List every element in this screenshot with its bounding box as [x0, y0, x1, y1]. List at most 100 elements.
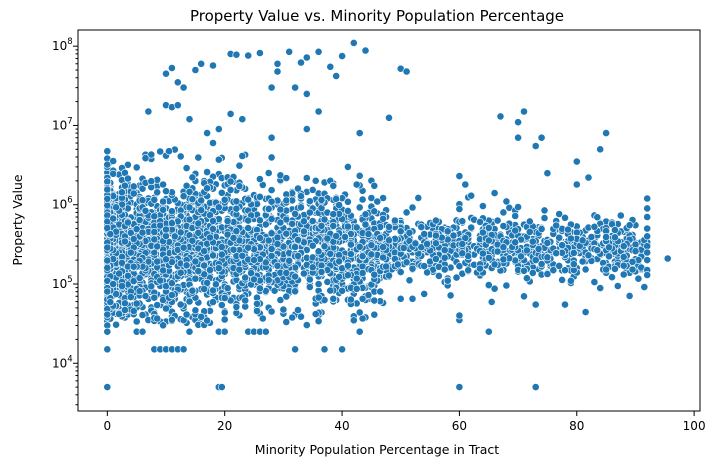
- data-point: [109, 280, 118, 288]
- data-point: [264, 204, 273, 213]
- data-point: [311, 176, 320, 185]
- data-point: [431, 239, 440, 248]
- data-point: [431, 231, 440, 240]
- data-point: [302, 53, 311, 62]
- data-point: [124, 174, 132, 183]
- data-point: [255, 284, 264, 293]
- data-point: [279, 305, 288, 314]
- data-point: [455, 383, 464, 391]
- data-point: [217, 188, 226, 197]
- data-point: [299, 217, 308, 226]
- data-point: [109, 214, 118, 223]
- data-point: [358, 252, 367, 261]
- data-point: [176, 300, 185, 309]
- data-point: [129, 182, 138, 191]
- data-point: [467, 191, 476, 200]
- data-point: [323, 234, 332, 243]
- data-point: [197, 312, 206, 321]
- data-point: [352, 274, 361, 283]
- data-point: [367, 250, 376, 259]
- data-point: [220, 315, 229, 324]
- data-point: [625, 221, 634, 230]
- data-point: [581, 308, 590, 316]
- data-point: [379, 243, 387, 251]
- x-tick-label: 40: [334, 419, 349, 433]
- data-point: [499, 243, 508, 252]
- data-point: [153, 257, 162, 266]
- data-point: [402, 208, 411, 217]
- data-point: [367, 241, 376, 250]
- data-point: [118, 282, 126, 290]
- data-point: [203, 129, 211, 137]
- data-point: [311, 310, 320, 318]
- chart-title: Property Value vs. Minority Population P…: [190, 7, 564, 25]
- data-point: [179, 83, 188, 92]
- data-point: [209, 61, 217, 70]
- data-point: [478, 202, 487, 210]
- data-point: [458, 240, 467, 248]
- data-point: [291, 345, 299, 354]
- data-point: [232, 197, 241, 206]
- data-point: [253, 299, 261, 308]
- data-point: [103, 194, 112, 203]
- data-point: [476, 217, 484, 226]
- data-point: [434, 271, 443, 280]
- data-point: [317, 195, 326, 204]
- data-point: [628, 257, 637, 266]
- data-point: [490, 284, 499, 293]
- data-point: [238, 152, 247, 160]
- data-point: [115, 269, 123, 278]
- data-point: [499, 208, 508, 217]
- data-point: [511, 226, 520, 235]
- data-point: [511, 212, 520, 220]
- data-point: [103, 177, 112, 186]
- data-point: [449, 231, 458, 240]
- data-point: [420, 262, 429, 270]
- data-point: [267, 251, 276, 260]
- y-tick-label: 105: [52, 275, 73, 291]
- data-point: [299, 269, 308, 278]
- data-point: [631, 240, 640, 249]
- data-point: [329, 221, 338, 230]
- data-point: [226, 110, 235, 118]
- data-point: [499, 222, 508, 230]
- data-point: [314, 293, 323, 302]
- data-point: [302, 125, 311, 134]
- data-point: [478, 249, 487, 258]
- data-point: [643, 224, 652, 233]
- data-point: [602, 129, 610, 137]
- data-point: [232, 50, 241, 59]
- data-point: [478, 228, 487, 237]
- data-point: [138, 196, 147, 205]
- data-point: [132, 299, 141, 308]
- data-point: [605, 243, 613, 252]
- data-point: [226, 177, 235, 186]
- data-point: [602, 265, 610, 274]
- data-point: [294, 251, 302, 260]
- data-point: [402, 67, 411, 76]
- data-point: [103, 160, 112, 169]
- data-point: [484, 236, 493, 245]
- y-axis-label: Property Value: [10, 174, 25, 266]
- data-point: [124, 160, 132, 169]
- data-point: [197, 196, 206, 205]
- data-point: [420, 230, 429, 238]
- data-point: [162, 69, 170, 78]
- data-point: [484, 223, 493, 232]
- data-point: [332, 232, 341, 240]
- data-point: [314, 47, 323, 56]
- data-point: [159, 180, 167, 189]
- data-point: [167, 219, 176, 228]
- x-axis-label: Minority Population Percentage in Tract: [255, 442, 499, 457]
- data-point: [502, 281, 511, 290]
- data-point: [431, 255, 440, 263]
- data-point: [103, 310, 112, 319]
- x-tick-label: 60: [452, 419, 467, 433]
- data-point: [370, 270, 379, 279]
- data-point: [191, 274, 200, 283]
- data-point: [232, 302, 241, 311]
- data-point: [370, 207, 379, 216]
- data-point: [282, 229, 291, 238]
- data-point: [349, 316, 358, 325]
- data-point: [326, 62, 335, 71]
